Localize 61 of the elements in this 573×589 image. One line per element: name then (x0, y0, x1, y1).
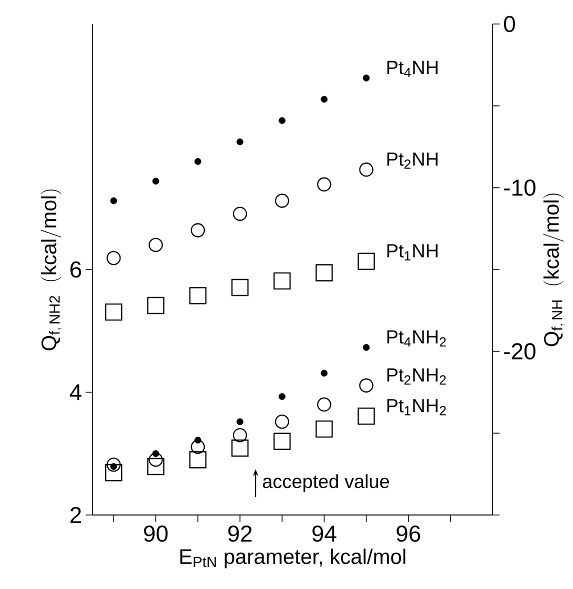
annotation: accepted value (262, 474, 390, 492)
x-tick-label: 90 (144, 526, 168, 542)
y2-axis-title: $\mathrm{Q_{f,\,NH}\ \ (kcal/mol)}$ (543, 194, 565, 346)
point (278, 393, 286, 400)
point (273, 272, 291, 290)
point (190, 440, 205, 454)
point (231, 278, 249, 296)
x-axis-title: E$_{PtN}$ parameter, kcal/mol (180, 548, 406, 568)
point (236, 138, 244, 146)
point (147, 458, 164, 476)
x-tick-label: 94 (312, 526, 336, 542)
point (148, 452, 163, 467)
point (362, 74, 370, 82)
y-axis-title: $\mathrm{Q_{f,\,NH2}\ \ (kcal/mol)}$ (40, 190, 62, 350)
point (147, 296, 164, 314)
point (359, 378, 374, 393)
point (358, 408, 375, 425)
point (110, 197, 118, 204)
y2-tick-label: -20 (504, 343, 536, 360)
point (232, 206, 248, 221)
point (194, 158, 202, 165)
y2-tick-label: -10 (504, 180, 536, 196)
point (152, 450, 160, 458)
series-label: Pt$_{2}$NH$_{2}$ (387, 368, 446, 385)
point (106, 250, 121, 266)
x-tick-label: 96 (396, 526, 420, 542)
point (317, 397, 332, 412)
point (232, 428, 248, 442)
point (273, 432, 291, 450)
point (317, 177, 332, 192)
point (106, 458, 121, 472)
point (190, 223, 205, 238)
point (362, 344, 370, 351)
point (274, 414, 290, 429)
series-label: Pt$_{1}$NH$_{2}$ (387, 399, 446, 416)
series-label: Pt$_{1}$NH (387, 244, 438, 260)
point (316, 264, 333, 282)
y2-tick-label: 0 (504, 16, 516, 32)
point (316, 420, 333, 438)
point (231, 440, 249, 457)
point (105, 464, 122, 482)
point (320, 370, 328, 377)
point (359, 162, 374, 177)
y-tick-label: 4 (70, 384, 82, 400)
point (236, 418, 244, 426)
point (194, 436, 202, 444)
point (152, 178, 160, 185)
point (358, 252, 375, 270)
y-tick-label: 2 (70, 506, 81, 524)
point (274, 194, 290, 208)
point (278, 117, 286, 124)
series-label: Pt$_{2}$NH (387, 152, 438, 169)
series-label: Pt$_{4}$NH (387, 60, 438, 78)
point (105, 303, 122, 321)
point (320, 96, 328, 103)
x-tick-label: 92 (228, 526, 252, 542)
series-label: Pt$_{4}$NH$_{2}$ (387, 330, 446, 347)
point (148, 238, 163, 252)
point (189, 287, 206, 304)
point (189, 451, 206, 468)
y-tick-label: 6 (70, 261, 82, 278)
